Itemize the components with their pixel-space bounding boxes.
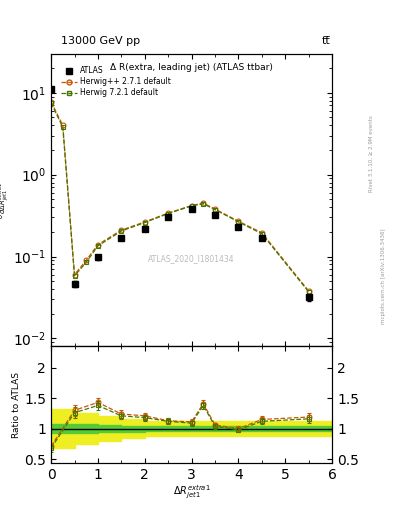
X-axis label: $\Delta R_{jet1}^{extra1}$: $\Delta R_{jet1}^{extra1}$ [173, 484, 210, 501]
Text: Rivet 3.1.10, ≥ 2.9M events: Rivet 3.1.10, ≥ 2.9M events [369, 115, 374, 192]
Y-axis label: $\frac{1}{\sigma}\frac{d\sigma^{td}}{d\Delta R_{jet1}^{extra1}}$: $\frac{1}{\sigma}\frac{d\sigma^{td}}{d\D… [0, 181, 12, 219]
Text: ATLAS_2020_I1801434: ATLAS_2020_I1801434 [148, 254, 235, 263]
Text: tt̅: tt̅ [321, 36, 330, 46]
Text: mcplots.cern.ch [arXiv:1306.3436]: mcplots.cern.ch [arXiv:1306.3436] [381, 229, 386, 324]
Y-axis label: Ratio to ATLAS: Ratio to ATLAS [13, 372, 22, 438]
Legend: ATLAS, Herwig++ 2.7.1 default, Herwig 7.2.1 default: ATLAS, Herwig++ 2.7.1 default, Herwig 7.… [61, 67, 171, 97]
Text: Δ R(extra, leading jet) (ATLAS ttbar): Δ R(extra, leading jet) (ATLAS ttbar) [110, 62, 273, 72]
Text: 13000 GeV pp: 13000 GeV pp [61, 36, 140, 46]
